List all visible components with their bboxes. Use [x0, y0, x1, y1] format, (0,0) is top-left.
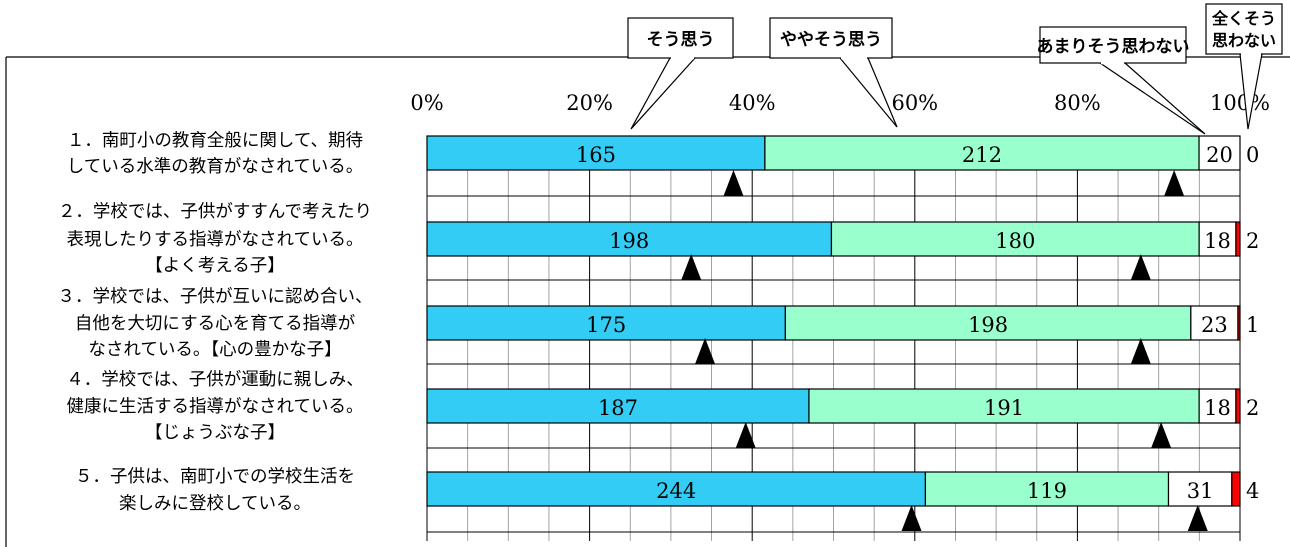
x-tick-label-0: 0%: [410, 91, 443, 115]
triangle-marker-5-2: [1188, 505, 1208, 531]
data-label-1-2: 212: [962, 143, 1002, 167]
x-tick-label-60: 60%: [891, 91, 938, 115]
data-label-5-1: 244: [656, 479, 696, 503]
data-label-5-4: 4: [1246, 479, 1259, 503]
category-label-5-line-2: 楽しみに登校している。: [119, 494, 311, 514]
data-label-3-1: 175: [586, 313, 626, 337]
category-label-3-line-3: なされている。【心の豊かな子】: [88, 340, 341, 360]
data-label-4-1: 187: [598, 396, 638, 420]
category-label-2-line-3: 【よく考える子】: [145, 256, 284, 276]
bar-segment-3-4: [1238, 306, 1240, 340]
data-label-4-2: 191: [984, 396, 1024, 420]
data-label-2-2: 180: [995, 229, 1035, 253]
callout-pointer-3: [1100, 63, 1205, 134]
callout-label-3: あまりそう思わない: [1037, 37, 1190, 57]
category-label-2-line-1: ２．学校では、子供がすすんで考えたり: [58, 202, 372, 222]
callout-label-4-line-1: 全くそう: [1211, 9, 1276, 28]
triangle-marker-3-2: [1131, 338, 1151, 364]
bar-segment-2-4: [1236, 222, 1240, 256]
callout-pointer-1: [631, 58, 695, 129]
category-label-3-line-2: 自他を大切にする心を育てる指導が: [75, 314, 356, 334]
bar-segment-5-4: [1232, 472, 1240, 506]
data-label-3-4: 1: [1246, 313, 1259, 337]
triangle-marker-4-2: [1151, 422, 1171, 448]
data-label-3-2: 198: [968, 313, 1008, 337]
data-label-1-1: 165: [576, 143, 616, 167]
callout-label-2: ややそう思う: [780, 30, 882, 50]
x-tick-label-80: 80%: [1054, 91, 1101, 115]
triangle-marker-2-2: [1131, 254, 1151, 280]
category-label-5-line-1: ５．子供は、南町小での学校生活を: [75, 467, 355, 487]
callout-label-4-line-2: 思わない: [1212, 31, 1276, 50]
data-label-2-4: 2: [1246, 229, 1259, 253]
bar-segment-4-4: [1236, 389, 1240, 423]
triangle-marker-1-1: [724, 170, 744, 196]
callout-pointer-2: [840, 58, 897, 127]
data-label-3-3: 23: [1201, 313, 1228, 337]
data-label-5-2: 119: [1027, 479, 1067, 503]
category-label-4-line-1: ４．学校では、子供が運動に親しみ、: [66, 370, 364, 390]
data-label-4-4: 2: [1246, 396, 1259, 420]
triangle-marker-1-2: [1164, 170, 1184, 196]
triangle-marker-2-1: [681, 254, 701, 280]
category-label-1-line-2: している水準の教育がなされている。: [67, 157, 363, 177]
category-label-1-line-1: １．南町小の教育全般に関して、期待: [67, 131, 363, 151]
x-tick-label-20: 20%: [566, 91, 613, 115]
data-label-5-3: 31: [1187, 479, 1214, 503]
data-label-2-1: 198: [609, 229, 649, 253]
data-label-1-4: 0: [1246, 143, 1259, 167]
category-label-4-line-3: 【じょうぶな子】: [145, 423, 285, 443]
category-label-4-line-2: 健康に生活する指導がなされている。: [67, 397, 364, 417]
category-label-3-line-1: ３．学校では、子供が互いに認め合い、: [58, 287, 373, 307]
x-tick-label-100: 100%: [1210, 91, 1270, 115]
triangle-marker-3-1: [695, 338, 715, 364]
data-label-1-3: 20: [1206, 143, 1233, 167]
callout-label-1: そう思う: [647, 30, 715, 50]
data-label-2-3: 18: [1204, 229, 1231, 253]
category-label-2-line-2: 表現したりする指導がなされている。: [67, 230, 364, 250]
x-tick-label-40: 40%: [729, 91, 776, 115]
triangle-marker-5-1: [902, 505, 922, 531]
data-label-4-3: 18: [1204, 396, 1231, 420]
